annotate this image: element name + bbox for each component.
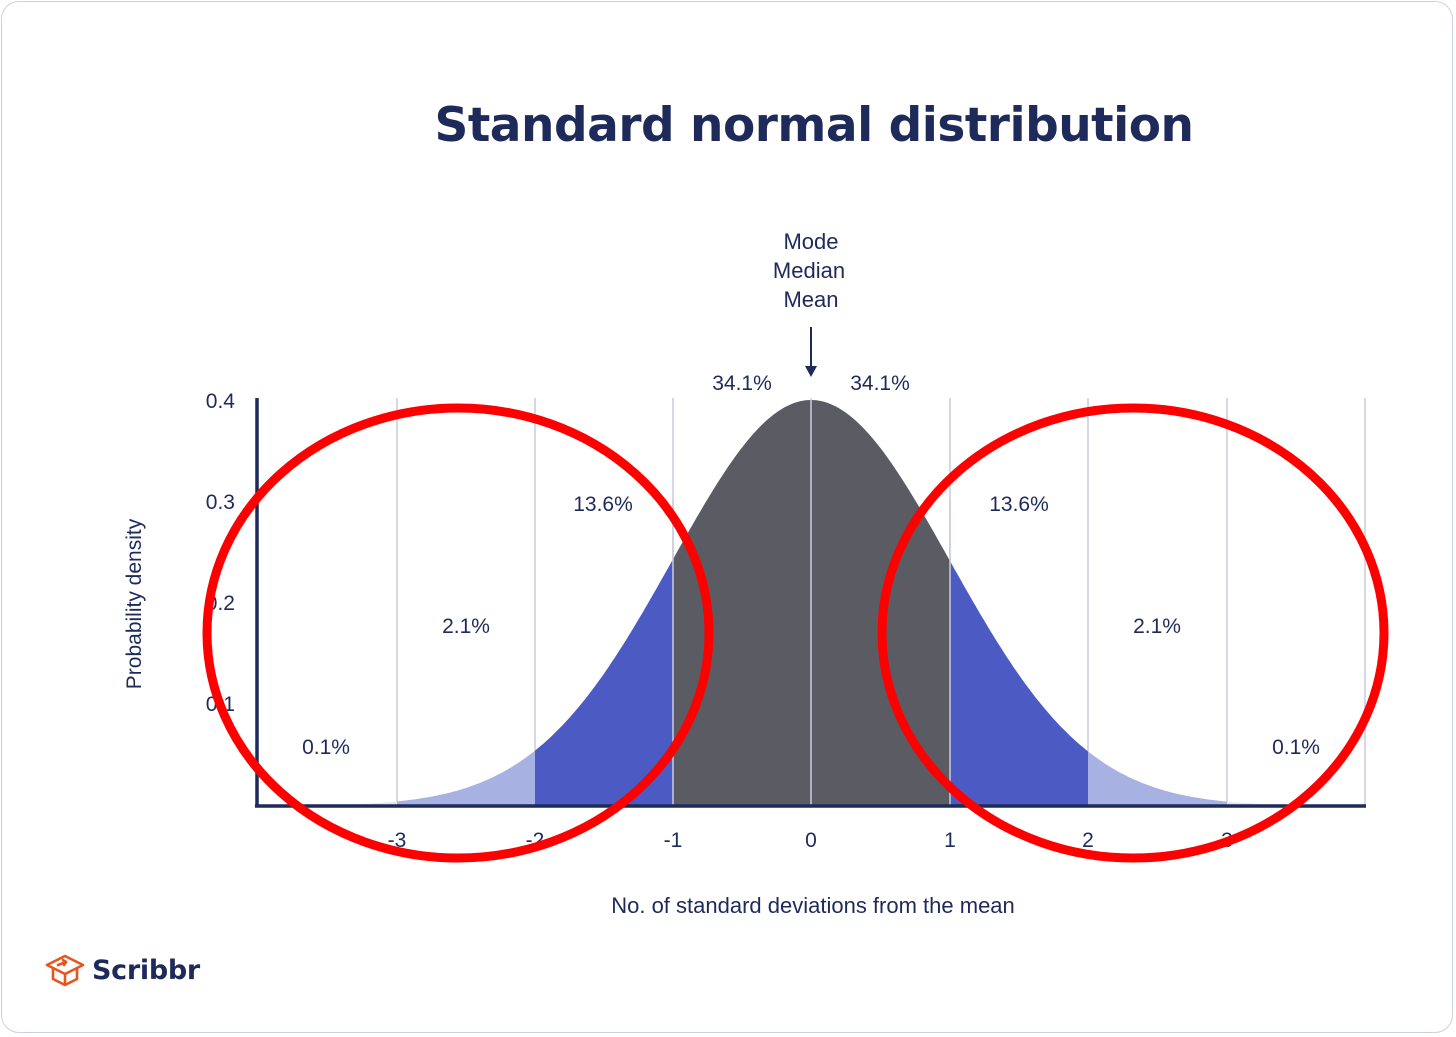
label-right-1: 13.6%	[989, 493, 1049, 516]
x-tick-2: 2	[1082, 829, 1094, 852]
distribution-area	[257, 400, 1365, 806]
label-left-tail: 0.1%	[302, 736, 350, 759]
label-center-left: 34.1%	[712, 372, 772, 395]
brand-name: Scribbr	[92, 954, 200, 986]
band-1-2-right	[950, 400, 1088, 806]
highlight-circle-left	[202, 403, 714, 863]
y-tick-0.3: 0.3	[206, 491, 235, 514]
y-axis-label: Probability density	[123, 518, 146, 689]
band-2-3-left	[397, 400, 535, 806]
label-center-right: 34.1%	[850, 372, 910, 395]
label-right-2: 2.1%	[1133, 615, 1181, 638]
x-tick--1: -1	[664, 829, 683, 852]
central-tendency-annotation: Mode Median Mean	[773, 229, 845, 312]
annotation-mode: Mode	[783, 229, 838, 254]
chart-title: Standard normal distribution	[434, 98, 1194, 153]
axes	[255, 398, 1366, 808]
label-left-1: 13.6%	[573, 493, 633, 516]
label-right-tail: 0.1%	[1272, 736, 1320, 759]
y-tick-0.4: 0.4	[206, 390, 236, 413]
annotation-median: Median	[773, 258, 845, 283]
arrow-down-icon	[805, 327, 817, 377]
band-2-3-right	[1088, 400, 1227, 806]
x-axis-label: No. of standard deviations from the mean	[611, 893, 1015, 918]
graduation-cap-icon	[45, 954, 85, 987]
x-tick-1: 1	[944, 829, 956, 852]
x-tick-0: 0	[805, 829, 817, 852]
label-left-2: 2.1%	[442, 615, 490, 638]
annotation-mean: Mean	[783, 287, 838, 312]
highlight-circle-right	[877, 403, 1389, 863]
scribbr-logo: Scribbr	[44, 952, 200, 988]
